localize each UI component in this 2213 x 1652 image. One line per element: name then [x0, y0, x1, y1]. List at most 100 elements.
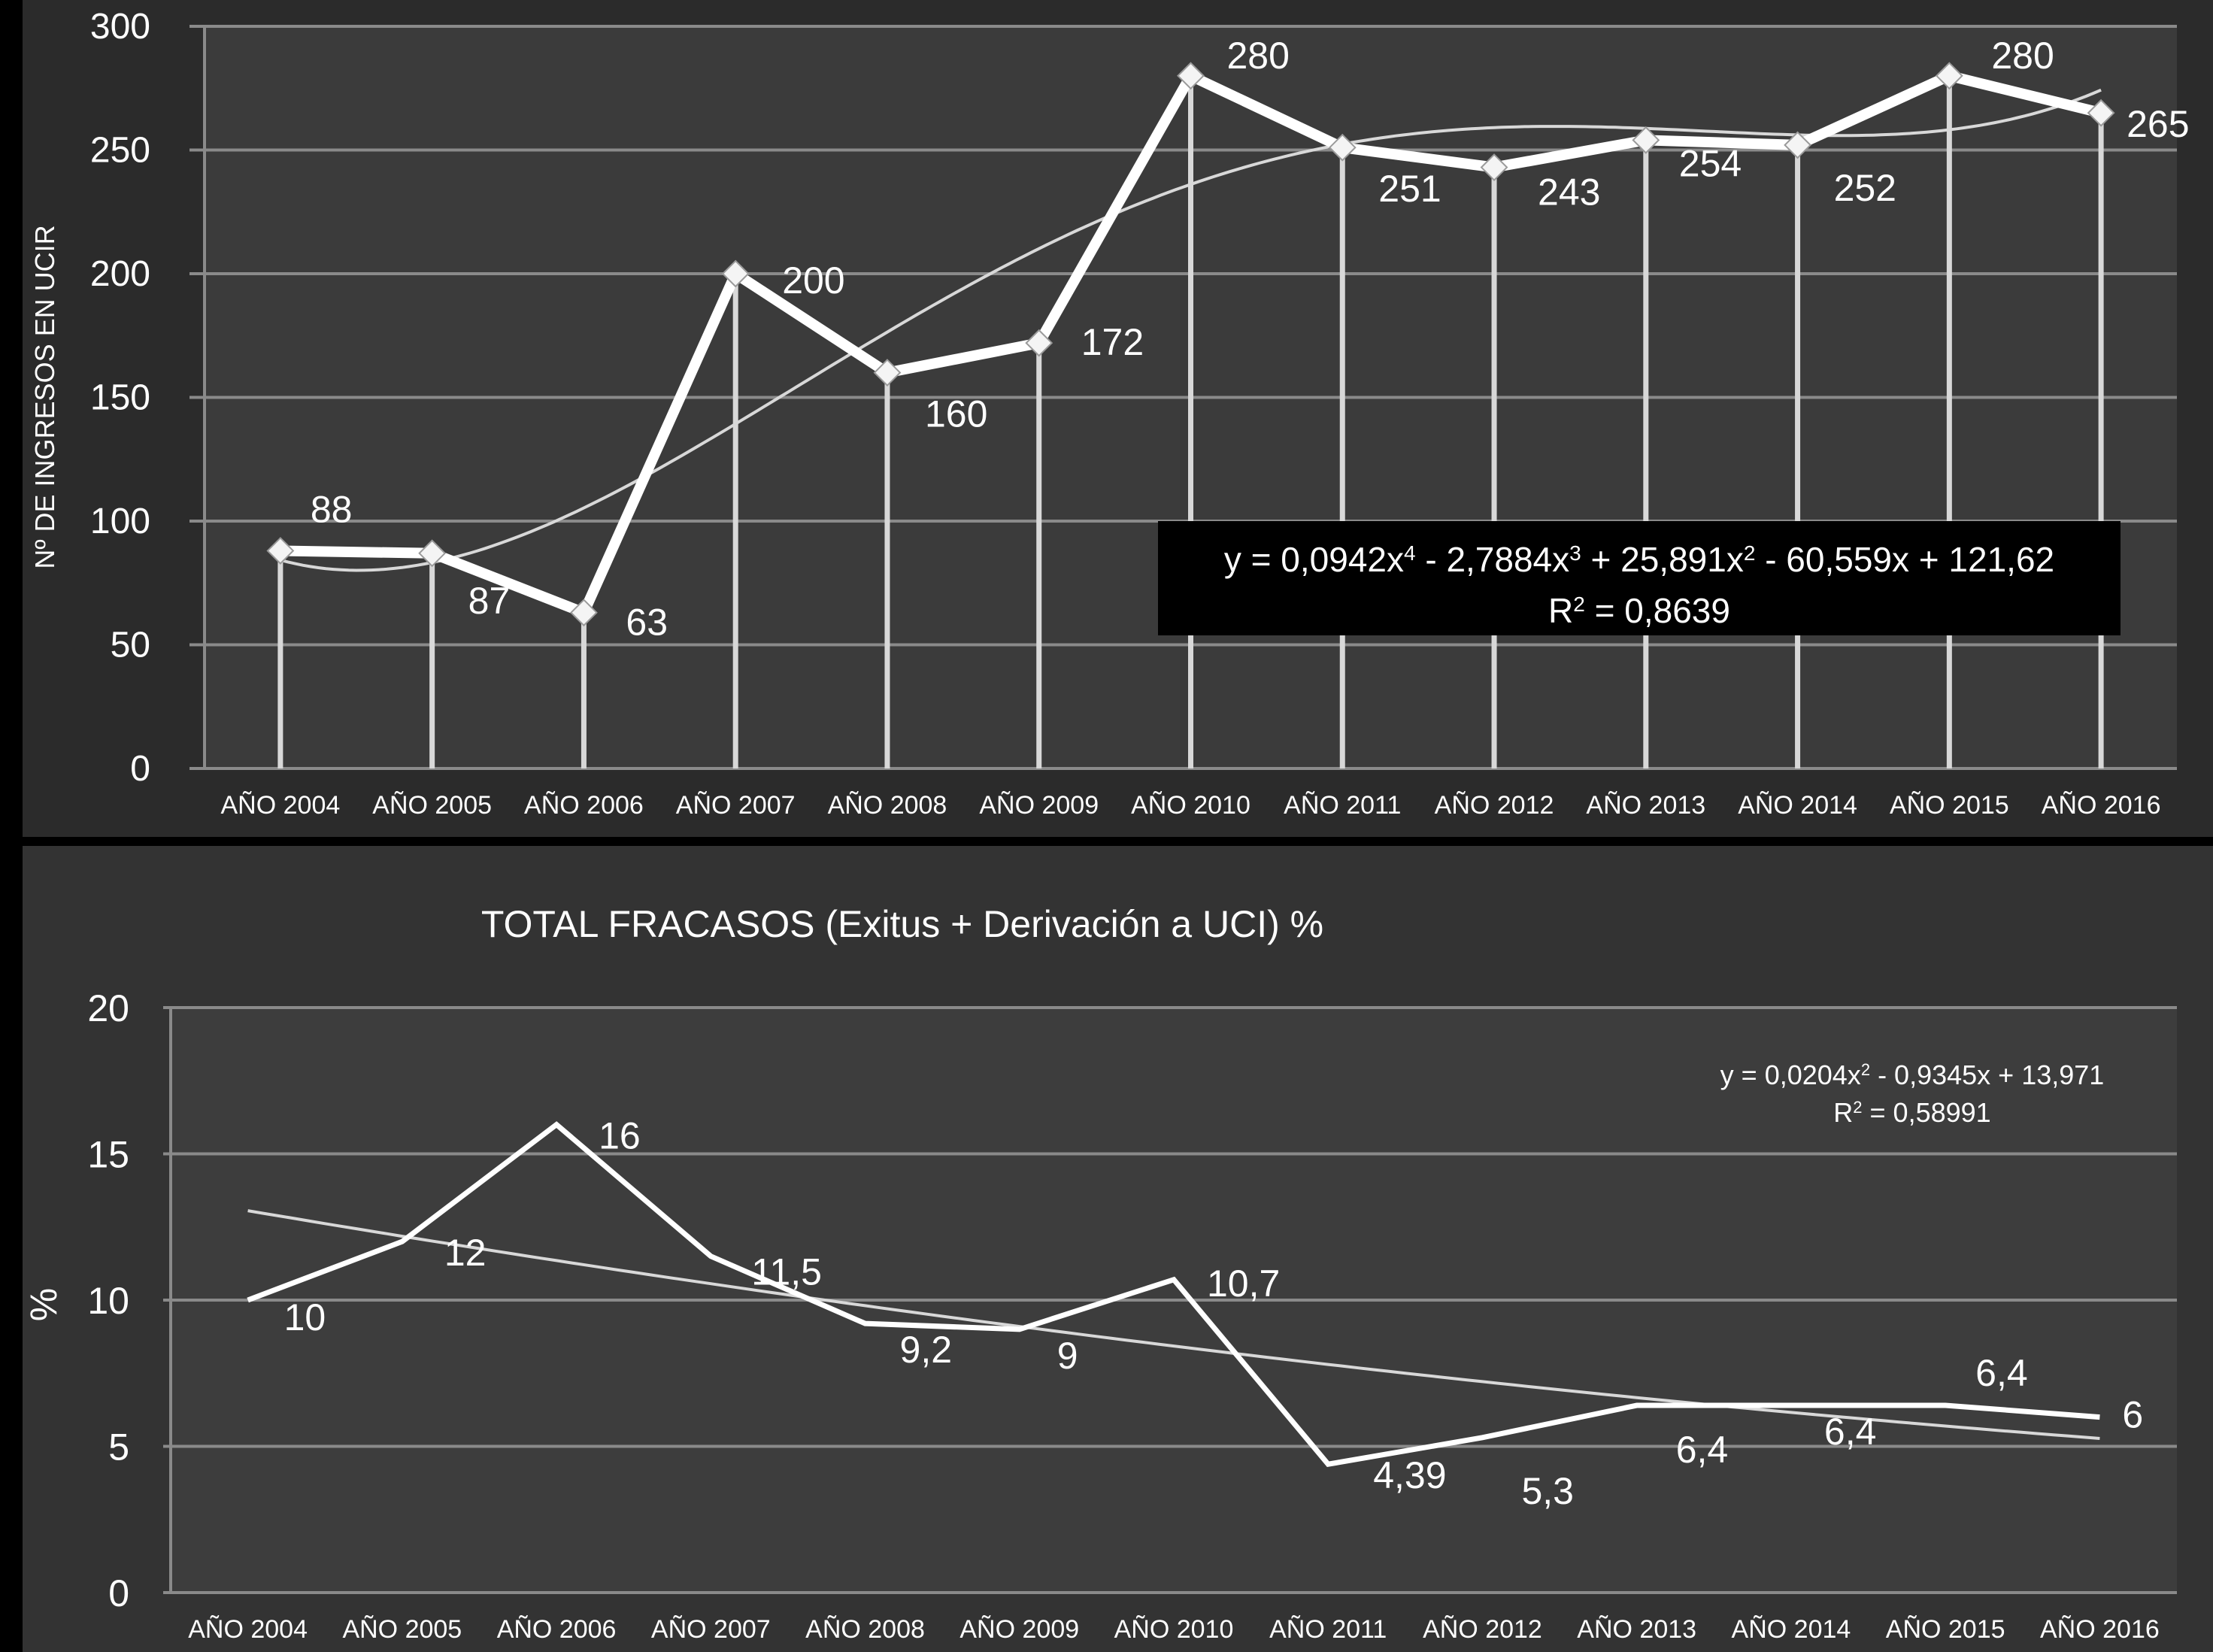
plot1-drop-lines	[277, 75, 2104, 768]
plot1-data-label: 160	[925, 393, 987, 435]
plot1-x-tick: AÑO 2013	[1586, 791, 1705, 820]
plot1-data-label: 251	[1378, 168, 1441, 210]
plot1-marker	[1784, 131, 1811, 159]
plot2-x-tick: AÑO 2005	[342, 1615, 462, 1644]
plot1-trend-equation: y = 0,0942x4 - 2,7884x3 + 25,891x2 - 60,…	[1224, 540, 2054, 579]
plot1-marker	[873, 359, 902, 387]
plot2-data-label: 4,39	[1373, 1454, 1446, 1496]
plot1-x-tick: AÑO 2006	[524, 791, 644, 820]
plot1-marker	[570, 599, 598, 627]
plot2-x-tick: AÑO 2007	[651, 1615, 771, 1644]
plot2-x-tick: AÑO 2016	[2040, 1615, 2160, 1644]
total-fracasos-chart: TOTAL FRACASOS (Exitus + Derivación a UC…	[23, 846, 2213, 1652]
plot1-y-tick: 50	[111, 626, 150, 665]
plot2-data-label: 6	[2122, 1394, 2143, 1436]
plot2-x-tick: AÑO 2009	[959, 1615, 1079, 1644]
plot2-series-line	[247, 1121, 2100, 1468]
plot1-marker	[2087, 99, 2115, 127]
plot2-data-label: 9,2	[900, 1329, 953, 1371]
plot2-x-tick: AÑO 2014	[1732, 1615, 1851, 1644]
plot1-x-tick: AÑO 2011	[1284, 791, 1401, 820]
plot1-y-axis-label: Nº DE INGRESOS EN UCIR	[29, 225, 60, 568]
plot2-y-tick: 20	[87, 987, 129, 1029]
plot1-y-tick: 0	[130, 749, 150, 789]
plot1-x-tick: AÑO 2010	[1131, 791, 1250, 820]
eq2-part: y = 0,0204x	[1720, 1059, 1861, 1090]
plot2-y-tick: 10	[87, 1280, 129, 1322]
plot1-data-label: 280	[1991, 35, 2054, 77]
plot2-y-axis-label: %	[23, 1288, 65, 1321]
plot1-x-tick: AÑO 2005	[372, 791, 492, 820]
plot1-y-tick: 300	[90, 7, 150, 47]
plot1-data-label: 243	[1538, 171, 1600, 214]
plot1-data-label: 63	[626, 602, 668, 644]
plot1-trend-r2: R2 = 0,8639	[1548, 591, 1730, 630]
plot2-data-label: 5,3	[1521, 1470, 1574, 1512]
plot1-marker	[418, 539, 447, 568]
plot1-data-label: 88	[311, 488, 353, 530]
plot1-data-label: 252	[1834, 167, 1896, 209]
eq2-exp: 2	[1861, 1060, 1870, 1079]
plot2-x-tick: AÑO 2015	[1886, 1615, 2005, 1644]
r2-1-exp: 2	[1573, 593, 1585, 616]
plot1-x-tick: AÑO 2012	[1435, 791, 1554, 820]
plot2-gridlines	[163, 1006, 2177, 1594]
plot2-x-tick: AÑO 2006	[497, 1615, 617, 1644]
plot2-data-label: 16	[599, 1115, 641, 1157]
plot1-equation-background	[1158, 521, 2121, 635]
plot2-x-tick: AÑO 2013	[1577, 1615, 1696, 1644]
plot1-marker	[1177, 62, 1205, 90]
plot1-y-tick: 200	[90, 254, 150, 294]
eq1-part: - 60,559x + 121,62	[1755, 540, 2054, 579]
plot2-x-tick: AÑO 2004	[188, 1615, 308, 1644]
plot1-data-label: 172	[1081, 321, 1144, 363]
r2-2-part: R	[1833, 1097, 1853, 1128]
plot2-data-label: 12	[444, 1232, 487, 1274]
plot1-data-label: 200	[782, 259, 844, 302]
plot1-x-tick-labels: AÑO 2004 AÑO 2005 AÑO 2006 AÑO 2007 AÑO 2008…	[221, 791, 2161, 820]
plot2-x-tick: AÑO 2011	[1269, 1615, 1387, 1644]
plot1-data-label: 87	[468, 580, 511, 622]
plot1-marker	[1328, 133, 1357, 162]
r2-1-part: R	[1548, 591, 1573, 630]
eq2-part: - 0,9345x + 13,971	[1870, 1059, 2104, 1090]
eq1-part: + 25,891x	[1581, 540, 1744, 579]
plot1-x-tick: AÑO 2016	[2042, 791, 2161, 820]
plot1-gridlines	[189, 25, 2177, 770]
plot2-data-label: 11,5	[751, 1251, 822, 1293]
plot2-data-label: 10	[284, 1296, 326, 1338]
plot1-x-tick: AÑO 2008	[828, 791, 947, 820]
plot2-data-labels: 10 12 16 11,5 9,2 9 10,7 4,39 5,3 6,4 6,4 6,4 6	[284, 1115, 2144, 1512]
plot1-marker	[721, 259, 750, 288]
plot2-x-tick-labels: AÑO 2004 AÑO 2005 AÑO 2006 AÑO 2007 AÑO 2008…	[188, 1615, 2160, 1644]
eq1-part: - 2,7884x	[1416, 540, 1570, 579]
plot1-markers	[266, 62, 2115, 627]
plot2-trendline	[247, 1209, 2100, 1440]
plot1-data-label: 265	[2127, 103, 2189, 145]
plot1-equation-box: y = 0,0942x4 - 2,7884x3 + 25,891x2 - 60,…	[1158, 521, 2121, 635]
plot1-y-tick: 150	[90, 378, 150, 418]
plot2-data-label: 6,4	[1824, 1411, 1877, 1453]
plot1-x-tick: AÑO 2015	[1890, 791, 2009, 820]
plot2-data-label: 6,4	[1975, 1352, 2028, 1394]
plot1-marker	[1025, 329, 1053, 357]
plot1-marker	[1480, 153, 1508, 181]
plot2-data-label: 9	[1057, 1335, 1078, 1377]
eq1-exp: 2	[1744, 541, 1756, 565]
plot2-data-label: 10,7	[1207, 1262, 1280, 1305]
plot1-marker	[266, 537, 295, 565]
plot1-data-label: 280	[1227, 35, 1290, 77]
plot2-trend-r2: R2 = 0,58991	[1833, 1097, 1990, 1128]
plot2-y-tick: 5	[108, 1426, 129, 1469]
r2-2-exp: 2	[1853, 1098, 1862, 1117]
r2-1-part: = 0,8639	[1585, 591, 1730, 630]
plot1-y-tick-labels: 0 50 100 150 200 250 300	[90, 7, 150, 789]
eq1-exp: 4	[1404, 541, 1416, 565]
plot1-data-label: 254	[1679, 142, 1742, 184]
plot1-x-tick: AÑO 2007	[676, 791, 796, 820]
plot1-marker	[1935, 62, 1963, 90]
eq1-exp: 3	[1569, 541, 1581, 565]
plot1-x-tick: AÑO 2009	[979, 791, 1099, 820]
